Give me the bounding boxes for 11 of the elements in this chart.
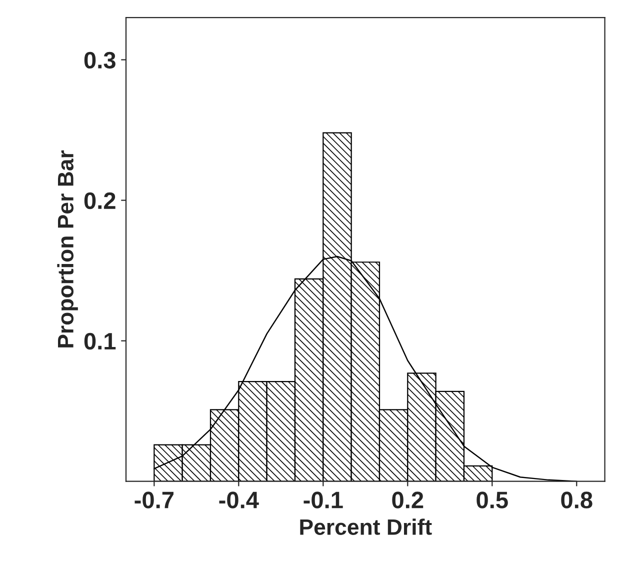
y-tick-label: 0.3 bbox=[84, 52, 116, 69]
y-tick-label: 0.2 bbox=[84, 192, 116, 210]
x-axis-title: Percent Drift bbox=[300, 518, 432, 535]
x-tick-label: 0.2 bbox=[392, 492, 424, 508]
x-tick-label: -0.1 bbox=[304, 492, 343, 508]
x-tick-label: -0.4 bbox=[219, 492, 259, 508]
x-tick-label: 0.8 bbox=[561, 492, 592, 508]
x-tick-label: -0.7 bbox=[134, 492, 174, 508]
x-tick-label: 0.5 bbox=[476, 492, 508, 508]
y-axis-title: Proportion Per Bar bbox=[57, 150, 78, 348]
y-tick-label: 0.1 bbox=[84, 332, 116, 350]
